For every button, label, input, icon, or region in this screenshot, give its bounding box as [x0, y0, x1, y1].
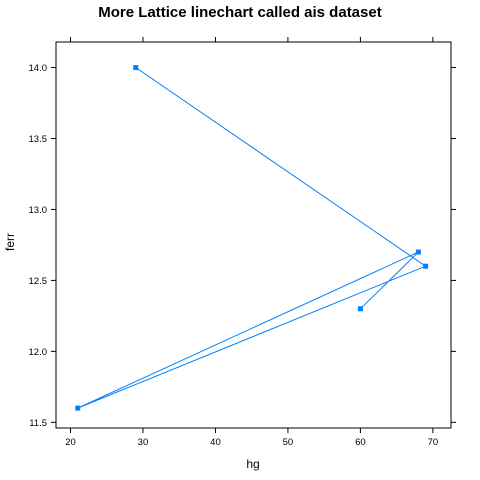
y-tick-label: 12.5 [29, 276, 48, 287]
series-layer [75, 65, 429, 411]
data-point-marker [415, 249, 421, 255]
data-point-marker [357, 306, 363, 312]
y-tick-label: 14.0 [29, 63, 48, 74]
x-axis-label: hg [246, 457, 259, 471]
series-line [77, 67, 427, 409]
y-axis: 11.5 12.0 12.5 13.0 13.5 14.0 [29, 63, 456, 429]
data-point-marker [133, 65, 139, 71]
x-tick-label: 50 [283, 437, 294, 448]
x-tick-label: 40 [210, 437, 221, 448]
y-tick-label: 11.5 [29, 418, 47, 429]
chart-title: More Lattice linechart called ais datase… [98, 4, 381, 21]
y-tick-label: 13.5 [29, 134, 48, 145]
y-tick-label: 13.0 [29, 205, 48, 216]
x-tick-label: 70 [428, 437, 439, 448]
x-tick-label: 60 [355, 437, 366, 448]
y-axis-label: ferr [3, 233, 17, 251]
data-point-marker [423, 263, 429, 269]
x-axis: 20 30 40 50 60 70 [65, 37, 438, 448]
x-tick-label: 20 [65, 437, 76, 448]
plot-frame [55, 41, 452, 429]
y-tick-label: 12.0 [29, 347, 48, 358]
data-point-marker [75, 405, 81, 411]
x-tick-label: 30 [138, 437, 149, 448]
